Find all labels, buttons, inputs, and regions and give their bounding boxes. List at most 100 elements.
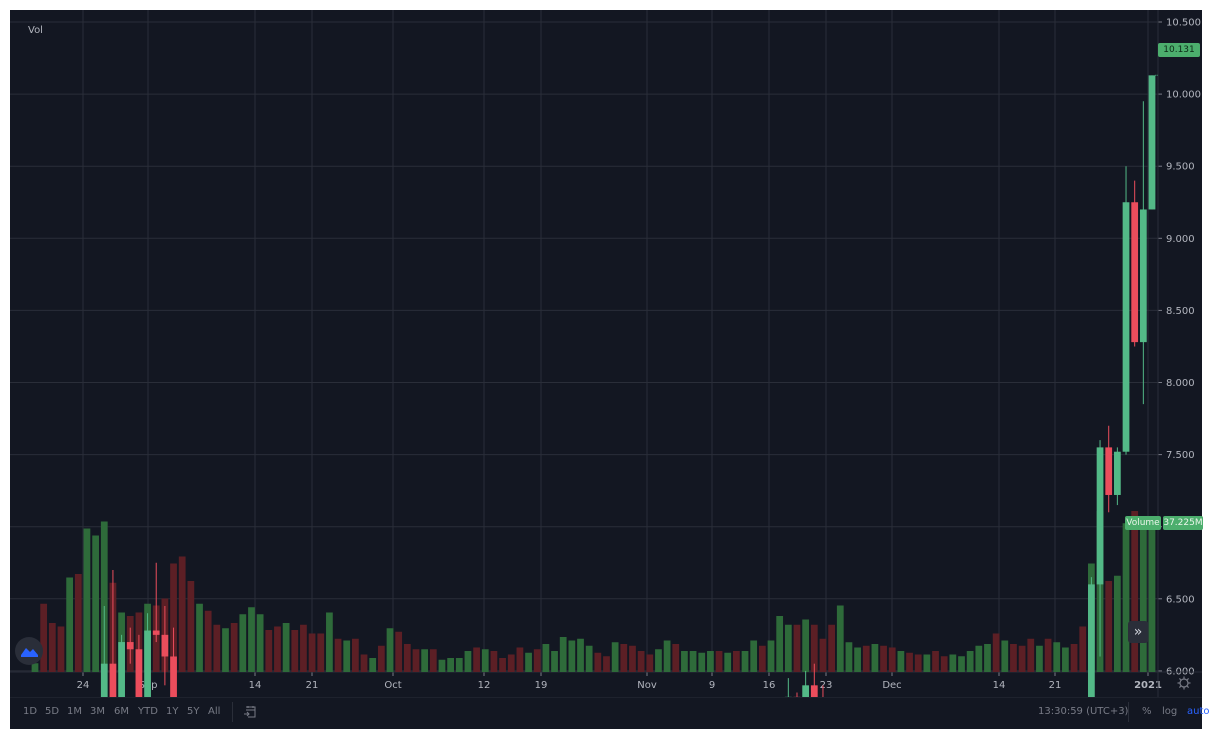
volume-bar [204,610,212,672]
volume-tag-value: 37.225M [1163,516,1203,530]
candle-body [810,685,818,700]
volume-bar [1148,518,1156,672]
bottom-toolbar: 1D 5D 1M 3M 6M YTD 1Y 5Y All 13:30:59 (U… [10,697,1210,729]
volume-bar [447,658,455,672]
scroll-to-realtime-button[interactable]: » [1128,621,1148,643]
range-1m-button[interactable]: 1M [67,706,82,717]
range-5d-button[interactable]: 5D [45,706,60,717]
volume-bar [300,624,307,672]
volume-bar [663,640,671,672]
price-axis-label: 10.500 [1166,18,1201,29]
candle-body [1096,447,1104,585]
candle-body [161,634,169,657]
volume-bar [784,624,792,672]
volume-bar [966,651,974,672]
volume-bar [629,645,636,672]
volume-bar [326,612,333,672]
volume-bar [984,644,991,672]
divider [232,702,233,722]
volume-bar [611,642,619,672]
volume-bar [256,614,264,672]
volume-bar [559,637,567,672]
range-5y-button[interactable]: 5Y [187,706,200,717]
log-scale-toggle[interactable]: log [1162,706,1178,717]
volume-bar [403,644,411,672]
volume-bar [793,624,801,672]
volume-bar [871,644,879,672]
candle-body [152,630,160,635]
candle-body [1139,209,1147,343]
volume-bar [1139,525,1147,672]
volume-bar [282,623,290,672]
chart-panel[interactable]: 10.50010.0009.5009.0008.5008.0007.5007.0… [10,10,1202,728]
volume-bar [334,638,342,672]
volume-bar [499,658,506,672]
volume-bar [74,574,82,672]
volume-bar [715,651,723,672]
candle-body [144,630,151,700]
volume-tag-label: Volume [1125,516,1161,530]
volume-bar [525,652,532,672]
range-6m-button[interactable]: 6M [114,706,129,717]
volume-bar [429,649,437,672]
candle-body [100,663,108,700]
range-all-button[interactable]: All [208,706,221,717]
time-axis-label: 24 [77,680,90,691]
volume-bar [1113,575,1121,672]
volume-bar [187,581,195,672]
divider [1128,702,1129,722]
volume-bar [308,633,316,672]
range-ytd-button[interactable]: YTD [138,706,158,717]
volume-bar [914,654,922,672]
volume-bar [897,651,905,672]
volume-bar [412,649,420,672]
volume-bar [542,644,550,672]
volume-bar [732,651,740,672]
price-axis-label: 8.000 [1166,378,1195,389]
range-1y-button[interactable]: 1Y [166,706,179,717]
volume-bar [767,640,775,672]
clock-timezone[interactable]: 13:30:59 (UTC+3) [1038,706,1129,717]
gear-icon [1177,676,1191,690]
volume-bar [533,649,541,672]
volume-bar [724,652,732,672]
volume-bar [551,651,558,672]
time-axis-label: 9 [709,680,715,691]
range-1d-button[interactable]: 1D [23,706,38,717]
candlestick-chart[interactable]: 10.50010.0009.5009.0008.5008.0007.5007.0… [10,10,1202,700]
time-axis-label: 19 [535,680,548,691]
volume-bar [222,628,229,672]
volume-bar [854,647,861,672]
volume-series [31,511,1156,672]
volume-bar [473,647,480,672]
price-axis-label: 7.500 [1166,450,1195,461]
volume-bar [845,642,853,672]
volume-bar [810,624,818,672]
volume-bar [603,656,610,672]
volume-bar [1053,642,1061,672]
volume-bar [707,651,714,672]
time-axis-label: 14 [993,680,1006,691]
volume-bar [213,624,221,672]
volume-bar [1036,645,1043,672]
volume-bar [31,663,39,672]
volume-bar [265,630,273,672]
volume-bar [248,607,255,672]
candle-body [118,642,125,700]
volume-bar [369,658,377,672]
auto-scale-toggle[interactable]: auto [1187,706,1210,717]
volume-bar [395,631,403,672]
tradingview-logo[interactable] [15,637,43,665]
go-to-date-button[interactable] [243,704,257,718]
volume-indicator-label[interactable]: Vol [28,25,43,36]
candle-body [109,663,117,700]
chart-settings-button[interactable] [1176,675,1192,691]
volume-bar [317,633,325,672]
volume-bar [637,651,645,672]
volume-bar [291,630,299,672]
volume-bar [585,645,593,672]
percent-scale-toggle[interactable]: % [1142,706,1152,717]
volume-bar [421,649,429,672]
range-3m-button[interactable]: 3M [90,706,105,717]
candle-body [1105,447,1113,495]
